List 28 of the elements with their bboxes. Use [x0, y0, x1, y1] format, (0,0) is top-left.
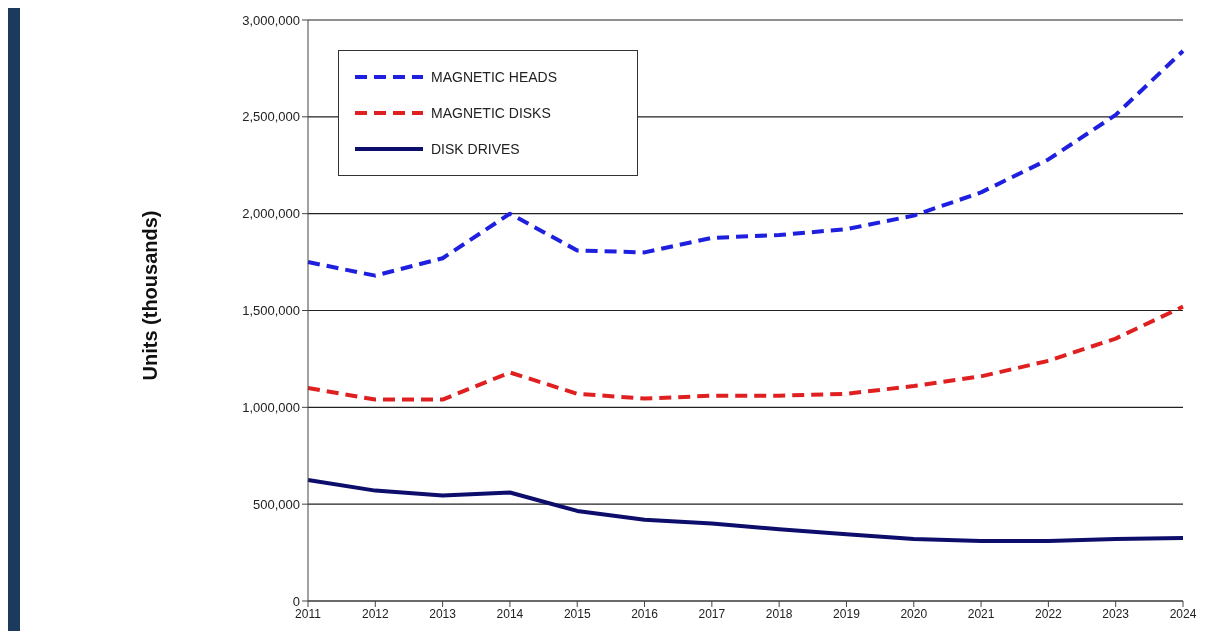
line-series — [306, 48, 1185, 278]
y-tick-label: 500,000 — [253, 496, 300, 512]
x-tick-label: 2017 — [698, 606, 726, 621]
y-tick-label: 3,000,000 — [242, 12, 300, 28]
x-tick-label: 2023 — [1102, 606, 1130, 621]
x-tick-label: 2012 — [361, 606, 389, 621]
x-tick-label: 2016 — [631, 606, 659, 621]
legend-label: MAGNETIC DISKS — [431, 105, 551, 121]
y-axis-title: Units (thousands) — [139, 210, 162, 381]
y-tick-label: 1,500,000 — [242, 303, 300, 319]
x-tick-label: 2020 — [900, 606, 928, 621]
line-series — [306, 304, 1185, 402]
y-tick-label: 2,000,000 — [242, 206, 300, 222]
x-tick-label: 2014 — [496, 606, 524, 621]
y-tick-label: 2,500,000 — [242, 109, 300, 125]
legend-label: MAGNETIC HEADS — [431, 69, 558, 85]
y-tick-label: 1,000,000 — [242, 399, 300, 415]
x-tick-label: 2019 — [833, 606, 861, 621]
x-tick-label: 2011 — [295, 606, 322, 621]
x-tick-label: 2021 — [967, 606, 995, 621]
line-series — [306, 477, 1185, 543]
x-tick-label: 2022 — [1035, 606, 1063, 621]
x-tick-label: 2018 — [765, 606, 793, 621]
x-tick-label: 2013 — [429, 606, 457, 621]
y-tick-label: 0 — [292, 593, 300, 609]
x-tick-label: 2024 — [1169, 606, 1197, 621]
x-tick-label: 2015 — [563, 606, 591, 621]
legend-label: DISK DRIVES — [431, 141, 520, 157]
